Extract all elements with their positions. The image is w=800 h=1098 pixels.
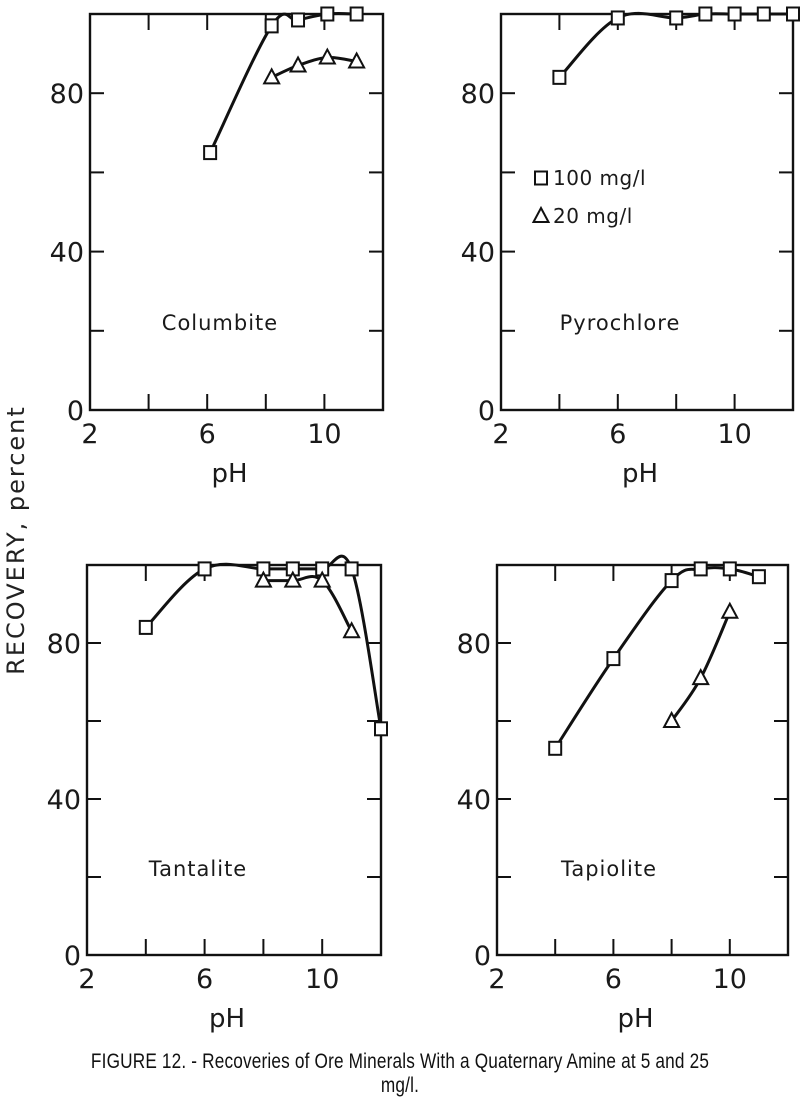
series-line: [208, 12, 357, 154]
square-marker: [344, 561, 359, 577]
y-tick-label: 0: [64, 941, 81, 972]
panel-title: Tantalite: [148, 857, 247, 881]
x-tick-label: 6: [609, 419, 626, 450]
legend-label: 20 mg/l: [553, 204, 633, 228]
plot-frame: [85, 563, 383, 957]
plot-frame: [88, 12, 385, 412]
x-tick-label: 10: [305, 964, 339, 995]
x-tick-label: 10: [717, 419, 751, 450]
square-marker: [197, 561, 212, 577]
triangle-marker: [254, 570, 273, 588]
y-tick-label: 40: [461, 238, 495, 269]
square-marker: [264, 18, 279, 34]
x-tick-label: 10: [307, 419, 341, 450]
square-marker: [610, 10, 625, 26]
legend: 100 mg/l 20 mg/l: [531, 166, 646, 228]
panel-tantalite: 2 6 10 0 40 80 pH Tantalite: [47, 554, 388, 1034]
panel-pyrochlore: 2 6 10 0 40 80 pH Pyrochlore: [461, 6, 800, 489]
y-tick-label: 40: [50, 238, 84, 269]
x-tick-label: 6: [199, 419, 216, 450]
square-marker: [722, 561, 737, 577]
x-axis-label: pH: [617, 1004, 653, 1034]
y-tick-label: 40: [457, 785, 491, 816]
plot-frame: [499, 12, 795, 412]
y-tick-label: 80: [50, 79, 84, 110]
x-axis-label: pH: [211, 459, 247, 489]
square-marker: [664, 573, 679, 589]
square-marker: [291, 12, 306, 28]
x-tick-label: 10: [713, 964, 747, 995]
square-marker: [606, 651, 621, 667]
y-tick-label: 80: [47, 629, 81, 660]
x-tick-label: 2: [488, 964, 505, 995]
triangle-marker: [288, 55, 308, 73]
x-tick-label: 2: [81, 419, 98, 450]
y-tick-label: 40: [47, 785, 81, 816]
triangle-marker: [313, 570, 332, 588]
panel-title: Columbite: [162, 311, 278, 335]
triangle-marker: [691, 667, 710, 686]
series-line: [553, 566, 760, 750]
triangle-marker: [342, 621, 361, 639]
square-marker: [548, 740, 563, 756]
square-marker: [669, 10, 684, 26]
triangle-marker: [662, 710, 681, 728]
square-marker: [727, 6, 742, 22]
x-tick-label: 6: [196, 964, 213, 995]
y-tick-label: 0: [474, 941, 491, 972]
panel-title: Pyrochlore: [560, 311, 681, 335]
triangle-marker: [318, 47, 337, 65]
y-axis-label-text: RECOVERY, percent: [2, 405, 30, 675]
series-line: [670, 611, 732, 722]
series-line: [263, 575, 353, 633]
x-tick-label: 2: [78, 964, 95, 995]
y-tick-label: 0: [478, 396, 495, 427]
legend-triangle-icon: [531, 205, 551, 223]
square-marker: [203, 145, 218, 161]
figure-caption: FIGURE 12. - Recoveries of Ore Minerals …: [90, 1050, 710, 1097]
x-axis-label: pH: [209, 1004, 245, 1034]
square-marker: [786, 6, 800, 22]
y-tick-label: 80: [461, 79, 495, 110]
square-marker: [698, 6, 713, 22]
square-marker: [138, 619, 153, 635]
square-marker: [349, 6, 364, 22]
legend-label: 100 mg/l: [553, 166, 646, 190]
legend-square-icon: [534, 170, 548, 186]
x-tick-label: 6: [605, 964, 622, 995]
panel-columbite: 2 6 10 0 40 80 pH Columbite: [50, 6, 385, 489]
triangle-marker: [347, 51, 366, 69]
square-marker: [756, 6, 771, 22]
plot-frame: [495, 563, 790, 957]
x-axis-label: pH: [622, 459, 658, 489]
triangle-marker: [720, 601, 739, 619]
square-marker: [374, 721, 388, 737]
square-marker: [751, 569, 766, 585]
triangle-marker: [262, 67, 281, 85]
triangle-marker: [283, 570, 302, 588]
square-marker: [552, 69, 567, 85]
y-tick-label: 0: [67, 396, 84, 427]
panel-title: Tapiolite: [560, 857, 657, 881]
square-marker: [693, 561, 708, 577]
x-tick-label: 2: [492, 419, 509, 450]
y-tick-label: 80: [457, 629, 491, 660]
square-marker: [320, 6, 335, 22]
panel-tapiolite: 2 6 10 0 40 80 pH Tapiolite: [457, 561, 790, 1034]
series-line: [271, 55, 357, 79]
